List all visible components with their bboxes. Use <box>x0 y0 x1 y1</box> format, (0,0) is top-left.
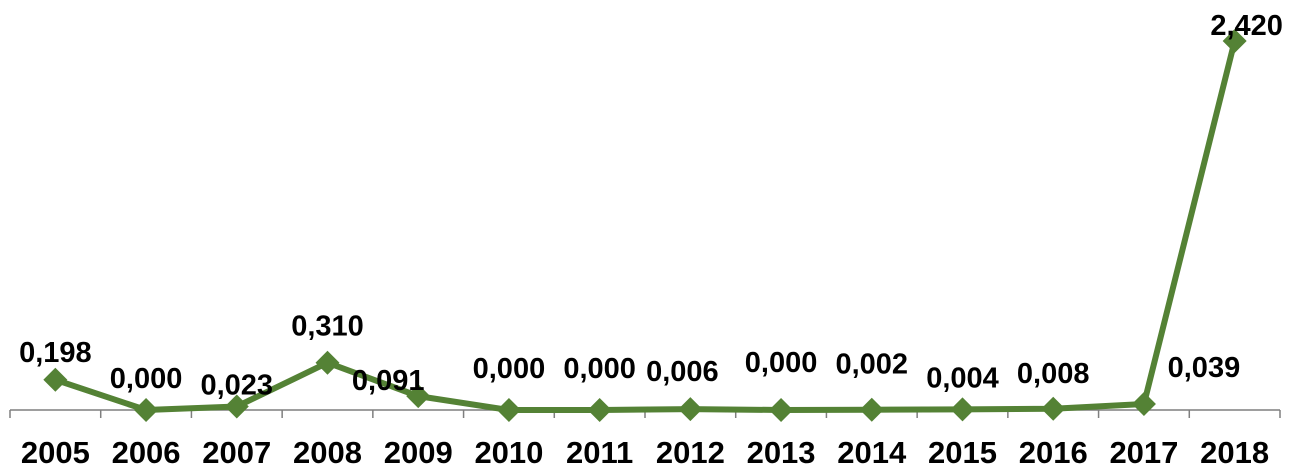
data-point-2008 <box>315 350 340 375</box>
data-label-2008: 0,310 <box>291 311 364 343</box>
data-label-2013: 0,000 <box>745 347 818 379</box>
label-layer: 0,198 0,000 0,023 0,310 0,091 0,000 0,000 0,006… <box>19 10 1283 401</box>
x-tick-label-2008: 2008 <box>293 435 362 470</box>
data-point-2011 <box>587 398 612 422</box>
x-tick-label-2009: 2009 <box>384 435 453 470</box>
data-point-2018 <box>1222 29 1247 53</box>
data-label-2010: 0,000 <box>473 353 546 385</box>
data-point-2010 <box>496 398 521 422</box>
data-point-2014 <box>859 397 884 422</box>
x-tick-label-2015: 2015 <box>928 435 997 470</box>
data-point-2005 <box>43 367 68 392</box>
data-label-2017: 0,039 <box>1168 352 1241 384</box>
data-point-2013 <box>769 398 794 422</box>
data-label-2014: 0,002 <box>835 349 908 381</box>
marker-layer <box>43 29 1247 422</box>
data-label-2018: 2,420 <box>1210 10 1283 42</box>
data-point-2006 <box>134 398 159 422</box>
x-tick-label-2014: 2014 <box>837 435 907 470</box>
x-tick-label-2012: 2012 <box>656 435 725 470</box>
data-label-2016: 0,008 <box>1017 358 1090 390</box>
data-label-2012: 0,006 <box>646 356 719 388</box>
data-point-2016 <box>1041 396 1066 421</box>
x-tick-label-2006: 2006 <box>112 435 181 470</box>
data-label-2015: 0,004 <box>926 362 999 394</box>
series-layer <box>52 38 1238 413</box>
x-tick-label-2013: 2013 <box>747 435 816 470</box>
series-line <box>52 38 1238 413</box>
data-label-2006: 0,000 <box>110 363 183 395</box>
data-label-2005: 0,198 <box>19 337 92 369</box>
data-label-2009: 0,091 <box>352 365 425 397</box>
data-point-2015 <box>950 397 975 422</box>
x-tick-label-2007: 2007 <box>202 435 271 470</box>
x-tick-label-2010: 2010 <box>474 435 543 470</box>
x-tick-label-2017: 2017 <box>1109 435 1178 470</box>
data-point-2017 <box>1131 392 1156 417</box>
axis-layer: 2005 2006 2007 2008 2009 2010 2011 2012 2013 2014… <box>9 409 1281 470</box>
data-point-2007 <box>224 394 249 419</box>
x-tick-label-2018: 2018 <box>1200 435 1269 470</box>
x-tick-label-2016: 2016 <box>1019 435 1088 470</box>
x-tick-label-2011: 2011 <box>566 435 633 470</box>
data-label-2011: 0,000 <box>563 353 636 385</box>
x-tick-label-2005: 2005 <box>21 435 90 470</box>
data-label-2007: 0,023 <box>200 369 273 401</box>
data-point-2009 <box>406 384 431 409</box>
data-point-2012 <box>678 397 703 422</box>
